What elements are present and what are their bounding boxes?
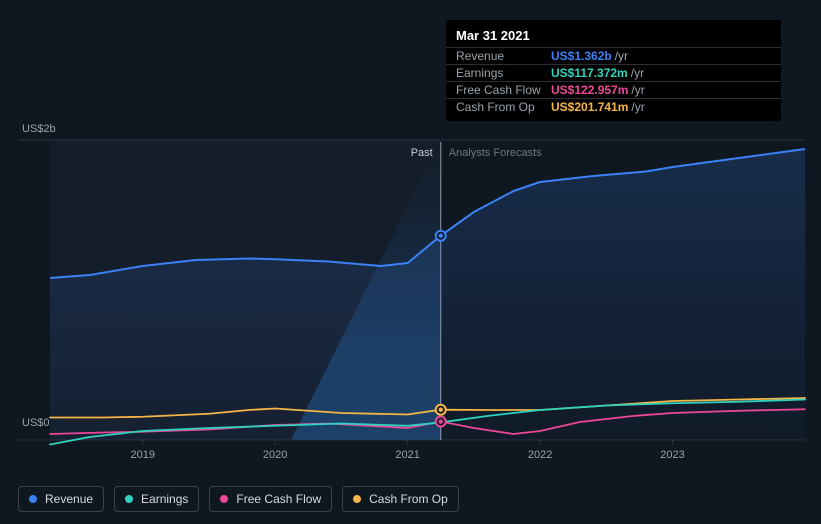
tooltip-value: US$201.741m: [551, 100, 628, 114]
financials-chart: { "chart": { "type": "line-area", "width…: [0, 0, 821, 524]
legend-item-fcf[interactable]: Free Cash Flow: [209, 486, 332, 512]
legend-swatch: [220, 495, 228, 503]
tooltip-value: US$117.372m: [551, 66, 628, 80]
legend-item-cfo[interactable]: Cash From Op: [342, 486, 459, 512]
tooltip-label: Free Cash Flow: [456, 83, 551, 97]
svg-text:US$2b: US$2b: [22, 123, 56, 135]
tooltip-suffix: /yr: [615, 49, 628, 63]
svg-text:2022: 2022: [528, 449, 552, 461]
tooltip-suffix: /yr: [631, 100, 644, 114]
legend-label: Earnings: [141, 492, 188, 506]
tooltip-row-revenue: Revenue US$1.362b /yr: [446, 47, 781, 64]
svg-text:2021: 2021: [395, 449, 419, 461]
legend-item-revenue[interactable]: Revenue: [18, 486, 104, 512]
svg-text:Analysts Forecasts: Analysts Forecasts: [449, 147, 542, 159]
svg-text:2019: 2019: [130, 449, 154, 461]
svg-text:2023: 2023: [660, 449, 684, 461]
svg-text:Past: Past: [411, 147, 433, 159]
tooltip-suffix: /yr: [631, 83, 644, 97]
tooltip-label: Cash From Op: [456, 100, 551, 114]
legend-label: Cash From Op: [369, 492, 448, 506]
legend-item-earnings[interactable]: Earnings: [114, 486, 199, 512]
svg-text:2020: 2020: [263, 449, 287, 461]
tooltip-row-fcf: Free Cash Flow US$122.957m /yr: [446, 81, 781, 98]
svg-text:US$0: US$0: [22, 417, 50, 429]
legend-swatch: [29, 495, 37, 503]
chart-tooltip: Mar 31 2021 Revenue US$1.362b /yr Earnin…: [446, 20, 781, 121]
tooltip-value: US$1.362b: [551, 49, 612, 63]
legend-swatch: [353, 495, 361, 503]
tooltip-label: Revenue: [456, 49, 551, 63]
tooltip-label: Earnings: [456, 66, 551, 80]
tooltip-date: Mar 31 2021: [446, 26, 781, 47]
tooltip-suffix: /yr: [631, 66, 644, 80]
tooltip-value: US$122.957m: [551, 83, 628, 97]
legend-label: Revenue: [45, 492, 93, 506]
chart-legend: Revenue Earnings Free Cash Flow Cash Fro…: [18, 486, 459, 512]
tooltip-row-earnings: Earnings US$117.372m /yr: [446, 64, 781, 81]
legend-swatch: [125, 495, 133, 503]
tooltip-row-cfo: Cash From Op US$201.741m /yr: [446, 98, 781, 115]
legend-label: Free Cash Flow: [236, 492, 321, 506]
